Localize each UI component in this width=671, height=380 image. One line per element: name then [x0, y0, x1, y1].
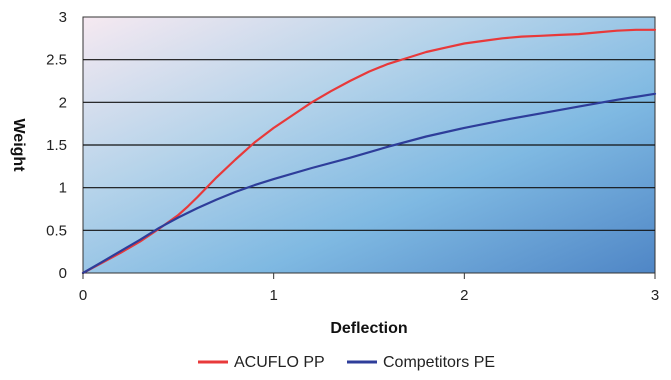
- x-tick-label: 3: [651, 287, 659, 304]
- y-tick-label: 1.5: [46, 137, 67, 154]
- y-tick-label: 0: [59, 265, 67, 282]
- legend-label: Competitors PE: [383, 354, 495, 371]
- y-tick-label: 0.5: [46, 222, 67, 239]
- y-tick-label: 3: [59, 9, 67, 26]
- series-line-acuflo-pp: [81, 28, 657, 275]
- x-tick-label: 0: [79, 287, 87, 304]
- y-tick-label: 1: [59, 180, 67, 197]
- x-axis-title: Deflection: [330, 320, 407, 337]
- legend: ACUFLO PP Competitors PE: [198, 354, 495, 371]
- y-tick-label: 2.5: [46, 52, 67, 69]
- x-tick-label: 1: [269, 287, 277, 304]
- x-tick-label: 2: [460, 287, 468, 304]
- y-tick-label: 2: [59, 94, 67, 111]
- y-axis-title: Weight: [10, 118, 27, 172]
- series-line-competitors-pe: [81, 92, 657, 275]
- legend-label: ACUFLO PP: [234, 354, 325, 371]
